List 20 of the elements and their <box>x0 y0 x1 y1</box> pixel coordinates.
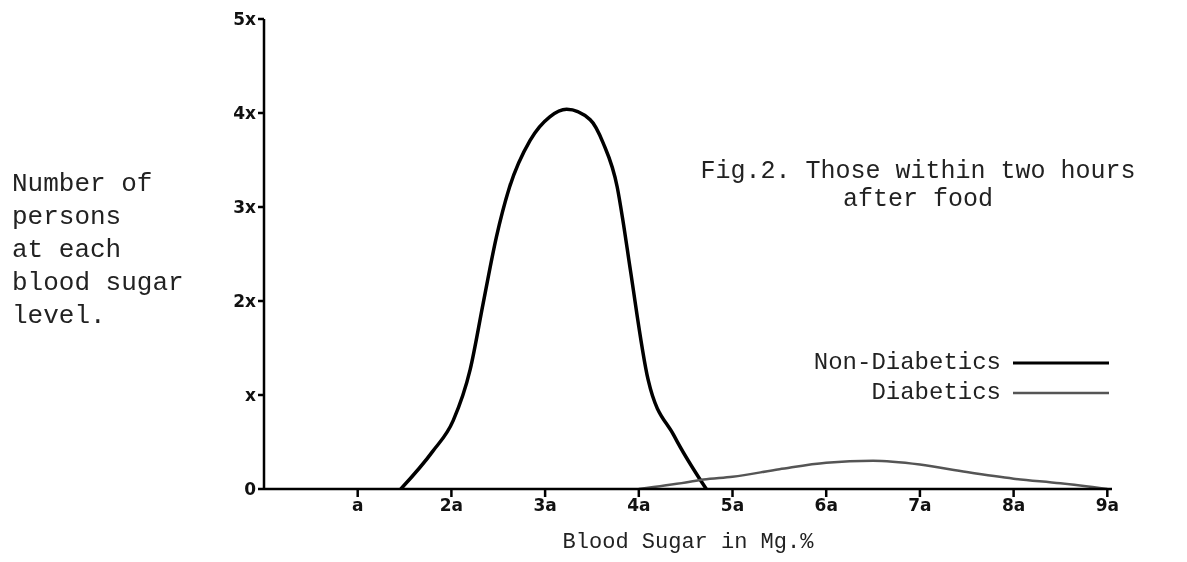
y-tick-label: 2x <box>233 291 257 312</box>
y-tick-label: 0 <box>244 479 257 500</box>
x-tick-label: 2a <box>439 495 464 516</box>
y-tick-label: 5x <box>233 9 257 30</box>
x-tick-label: 8a <box>1001 495 1026 516</box>
x-tick-label: a <box>351 495 364 516</box>
legend-label: Diabetics <box>871 378 1001 408</box>
x-tick-label: 7a <box>908 495 932 516</box>
y-tick-label: x <box>245 385 257 406</box>
y-tick-label: 4x <box>233 103 257 124</box>
x-tick-label: 4a <box>627 495 651 516</box>
x-tick-label: 5a <box>720 495 745 516</box>
x-tick-label: 3a <box>533 495 557 516</box>
y-axis-title: Number of persons at each blood sugar level. <box>12 168 184 333</box>
y-tick-label: 3x <box>233 197 257 218</box>
x-tick-label: 9a <box>1095 495 1119 516</box>
legend-label: Non-Diabetics <box>813 348 1001 378</box>
x-axis-title: Blood Sugar in Mg.% <box>561 530 815 555</box>
x-tick-label: 6a <box>814 495 838 516</box>
text: Fig.2. Those within two hours after food <box>699 157 1137 214</box>
